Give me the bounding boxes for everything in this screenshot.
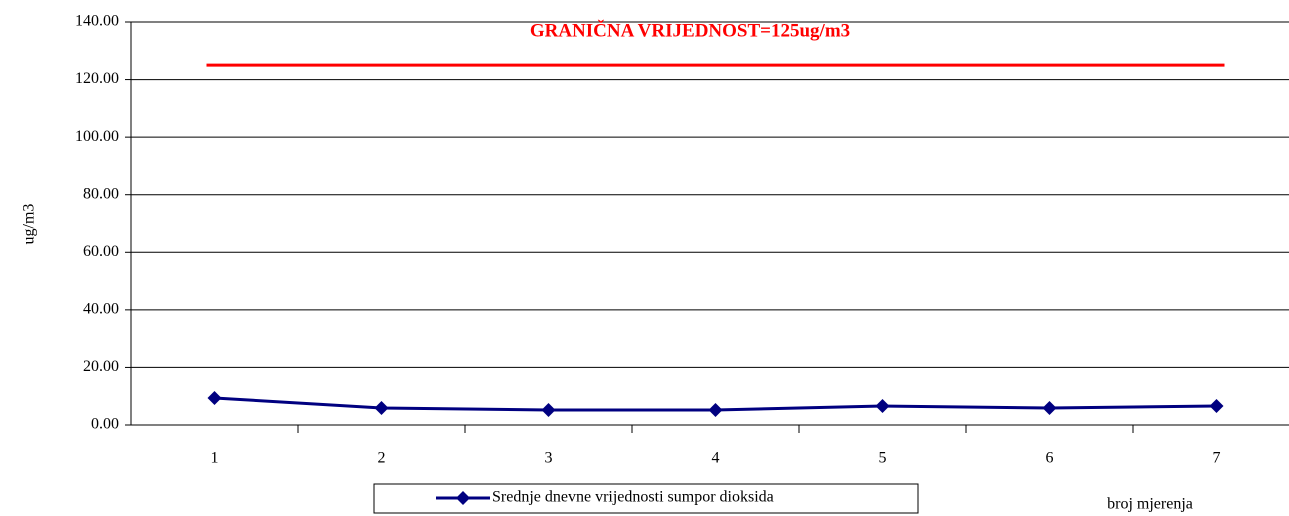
y-tick-label: 20.00 — [83, 358, 119, 375]
legend-marker — [456, 491, 470, 505]
y-tick-label: 100.00 — [75, 128, 119, 145]
data-point — [207, 390, 222, 405]
x-tick-label: 4 — [712, 450, 720, 467]
x-tick-label: 2 — [378, 450, 386, 467]
x-axis-label: broj mjerenja — [1107, 496, 1193, 513]
data-point — [708, 403, 723, 418]
x-tick-label: 7 — [1213, 450, 1221, 467]
data-point — [541, 403, 556, 418]
data-point — [875, 399, 890, 414]
data-point — [1042, 401, 1057, 416]
data-point — [374, 401, 389, 416]
y-tick-label: 0.00 — [91, 416, 119, 433]
limit-label: GRANIČNA VRIJEDNOST=125ug/m3 — [530, 19, 850, 41]
y-axis-label: ug/m3 — [21, 204, 38, 245]
y-tick-label: 120.00 — [75, 70, 119, 87]
y-tick-label: 60.00 — [83, 243, 119, 260]
x-tick-label: 3 — [545, 450, 553, 467]
legend-label: Srednje dnevne vrijednosti sumpor dioksi… — [492, 489, 774, 506]
x-tick-label: 6 — [1046, 450, 1054, 467]
y-tick-label: 140.00 — [75, 13, 119, 30]
y-tick-label: 80.00 — [83, 185, 119, 202]
y-tick-label: 40.00 — [83, 301, 119, 318]
x-tick-label: 1 — [211, 450, 219, 467]
x-tick-label: 5 — [879, 450, 887, 467]
data-point — [1209, 399, 1224, 414]
